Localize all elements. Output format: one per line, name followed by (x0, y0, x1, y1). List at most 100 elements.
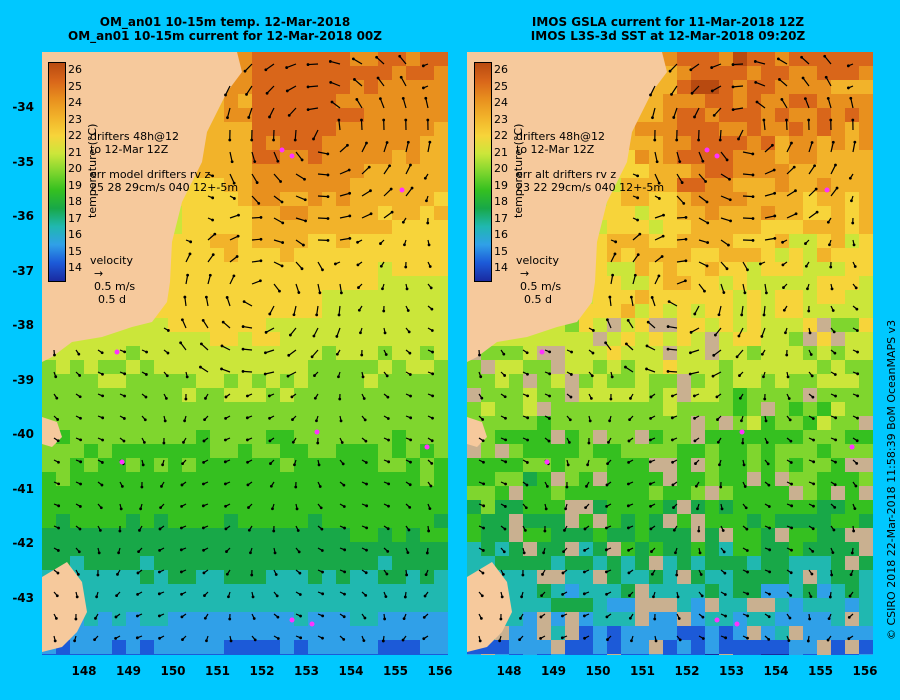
current-arrowhead (703, 289, 706, 293)
sst-cell (350, 262, 365, 277)
sst-cell (224, 612, 239, 627)
sst-cell (621, 584, 636, 599)
sst-cell (378, 304, 393, 319)
sst-cell (336, 164, 351, 179)
sst-cell (84, 486, 99, 501)
current-arrowhead (281, 241, 285, 244)
sst-cell (224, 458, 239, 473)
sst-cell (294, 556, 309, 571)
sst-cell (635, 626, 650, 641)
drifter-marker (849, 444, 855, 450)
sst-cell (677, 654, 692, 655)
sst-cell (336, 388, 351, 403)
sst-cell (663, 626, 678, 641)
sst-cell (621, 626, 636, 641)
sst-cell (677, 360, 692, 375)
current-arrowhead (607, 440, 610, 444)
sst-cell (364, 234, 379, 249)
current-arrowhead (382, 309, 386, 313)
current-arrowhead (431, 372, 435, 376)
sst-cell (775, 248, 790, 263)
sst-cell (509, 472, 524, 487)
current-arrow (673, 107, 678, 118)
current-arrowhead (834, 460, 837, 464)
current-arrowhead (408, 351, 412, 355)
current-arrowhead (850, 551, 854, 555)
current-arrowhead (363, 616, 367, 620)
sst-cell (322, 528, 337, 543)
sst-cell (817, 360, 832, 375)
x-axis-label: 153 (718, 664, 745, 678)
current-arrowhead (343, 548, 347, 552)
current-arrowhead (660, 255, 664, 258)
sst-cell (761, 374, 776, 389)
sst-cell (420, 528, 435, 543)
current-arrowhead (252, 617, 256, 620)
current-arrowhead (773, 214, 777, 218)
sst-cell (733, 360, 748, 375)
sst-cell (747, 500, 762, 515)
current-arrowhead (751, 217, 755, 220)
sst-cell (364, 374, 379, 389)
sst-cell (336, 66, 351, 81)
sst-cell (719, 248, 734, 263)
current-arrowhead (268, 115, 271, 119)
sst-cell (252, 220, 267, 235)
current-arrowhead (389, 187, 393, 191)
sst-cell (523, 388, 538, 403)
sst-cell (817, 52, 832, 67)
sst-cell (649, 556, 664, 571)
sst-cell (70, 444, 85, 459)
sst-cell (238, 248, 253, 263)
sst-cell (434, 500, 448, 515)
current-arrowhead (853, 507, 857, 511)
sst-cell (294, 136, 309, 151)
sst-cell (350, 346, 365, 361)
sst-cell (803, 234, 818, 249)
sst-cell (593, 556, 608, 571)
current-arrowhead (628, 418, 631, 422)
current-arrowhead (430, 439, 434, 443)
sst-cell (182, 276, 197, 291)
sst-cell (56, 444, 71, 459)
sst-cell (252, 248, 267, 263)
current-arrow (376, 56, 385, 65)
sst-cell (434, 346, 448, 361)
sst-cell (252, 262, 267, 277)
sst-cell (224, 122, 239, 137)
sst-cell (140, 584, 155, 599)
current-arrow (742, 261, 748, 271)
current-arrowhead (403, 595, 407, 599)
sst-cell (775, 500, 790, 515)
current-arrowhead (188, 252, 192, 256)
sst-cell (336, 346, 351, 361)
sst-cell (112, 458, 127, 473)
sst-cell (649, 570, 664, 585)
current-arrowhead (290, 395, 294, 399)
current-arrowhead (826, 220, 830, 224)
sst-cell (705, 458, 720, 473)
credit-text: © CSIRO 2018 22-Mar-2018 11:58:39 BoM Oc… (885, 319, 898, 640)
sst-cell (719, 486, 734, 501)
current-arrow (649, 85, 656, 96)
current-arrowhead (246, 483, 250, 487)
current-arrowhead (605, 483, 609, 487)
current-arrowhead (608, 295, 612, 299)
current-arrowhead (794, 212, 798, 216)
sst-cell (579, 654, 594, 655)
sst-cell (831, 136, 846, 151)
sst-cell (406, 52, 421, 67)
current-arrow (742, 283, 746, 293)
current-arrowhead (646, 320, 650, 324)
sst-cell (322, 276, 337, 291)
sst-cell (322, 444, 337, 459)
sst-cell (406, 402, 421, 417)
sst-cell (350, 542, 365, 557)
current-arrowhead (745, 527, 749, 531)
sst-cell (140, 486, 155, 501)
sst-cell (761, 654, 776, 655)
sst-cell (691, 416, 706, 431)
sst-cell (434, 514, 448, 529)
sst-cell (434, 150, 448, 165)
sst-cell (649, 612, 664, 627)
